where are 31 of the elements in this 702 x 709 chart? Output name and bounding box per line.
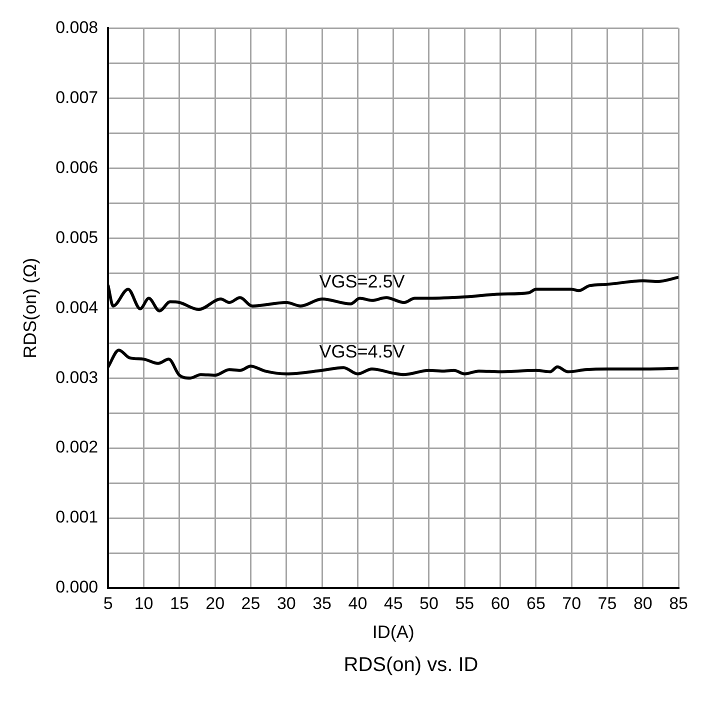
x-tick-label: 35 <box>312 594 332 613</box>
y-tick-label: 0.002 <box>56 438 98 457</box>
text: RDS(on) vs. ID <box>342 654 480 677</box>
y-tick-label: 0.004 <box>56 298 98 317</box>
x-tick-label: 45 <box>384 594 403 613</box>
x-tick-label: 30 <box>276 594 296 613</box>
x-tick-label: 55 <box>455 594 474 613</box>
x-tick-label: 65 <box>526 594 546 613</box>
y-tick-label: 0.006 <box>56 158 98 177</box>
x-tick-label: 60 <box>490 594 510 613</box>
y-tick-label: 0.008 <box>56 18 98 37</box>
x-tick-label: 20 <box>206 594 225 613</box>
series-label: VGS=2.5V <box>319 272 405 292</box>
x-tick-label: 75 <box>598 594 617 613</box>
x-tick-label: 80 <box>633 594 652 613</box>
x-tick-label: 50 <box>420 594 438 613</box>
y-tick-label: 0.001 <box>56 508 98 527</box>
x-tick-label: 85 <box>669 594 688 613</box>
x-tick-label: 40 <box>348 594 368 613</box>
x-axis-title: ID(A) <box>372 622 414 642</box>
y-axis-title: RDS(on) (Ω) <box>20 258 40 358</box>
y-tick-label: 0.000 <box>56 578 98 597</box>
x-tick-label: 15 <box>170 594 189 613</box>
y-tick-label: 0.005 <box>56 228 98 247</box>
x-tick-label: 5 <box>103 594 113 613</box>
x-tick-label: 70 <box>562 594 582 613</box>
y-tick-label: 0.007 <box>56 88 98 107</box>
series-label: VGS=4.5V <box>319 342 405 362</box>
x-tick-label: 25 <box>241 594 260 613</box>
x-tick-label: 10 <box>134 594 154 613</box>
y-tick-label: 0.003 <box>56 368 98 387</box>
